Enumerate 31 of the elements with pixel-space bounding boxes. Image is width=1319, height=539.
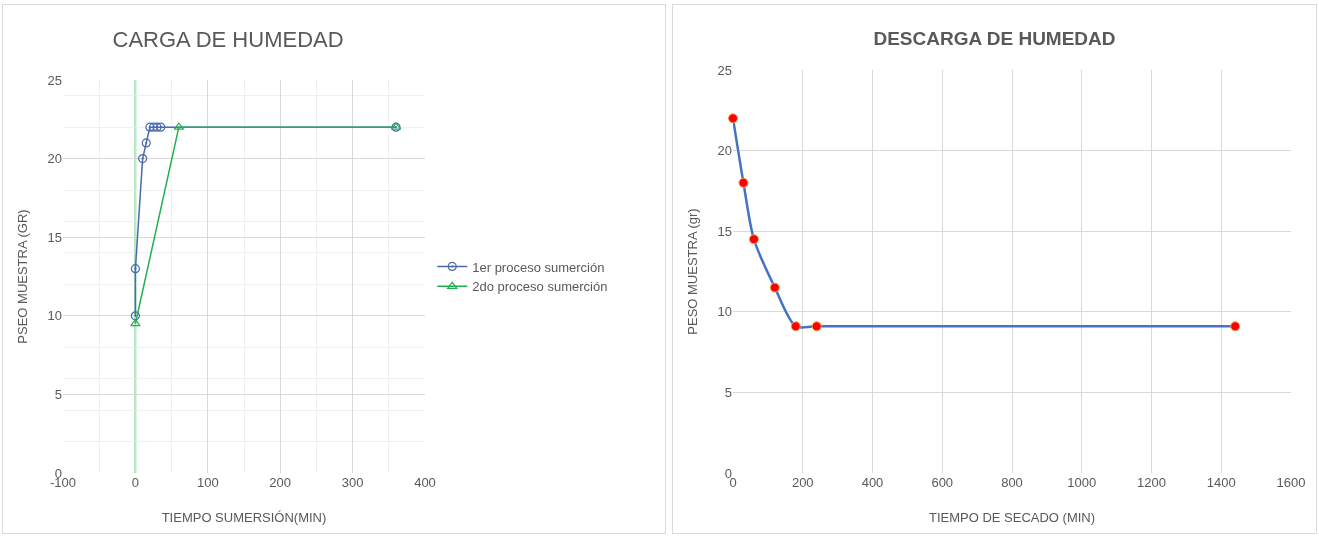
y-tick-label: 5	[724, 384, 732, 400]
x-tick-label: 1200	[1137, 475, 1166, 490]
y-tick-label: 25	[47, 72, 62, 88]
y-axis-title: PESO MUESTRA (gr)	[685, 208, 700, 335]
x-tick-label: 400	[861, 475, 884, 490]
x-tick-label: 0	[131, 475, 140, 490]
y-tick-label: 25	[717, 62, 732, 78]
y-tick-label: 20	[47, 151, 62, 167]
y-tick-label: 5	[54, 386, 62, 402]
x-tick-label: 100	[196, 475, 219, 490]
legend-label: 2do proceso sumerción	[472, 279, 608, 295]
x-tick-label: 200	[791, 475, 814, 490]
x-tick-label: 200	[269, 475, 292, 490]
x-axis-title: TIEMPO SUMERSIÓN(MIN)	[161, 510, 327, 525]
chart-title: DESCARGA DE HUMEDAD	[873, 27, 1116, 49]
x-axis-title: TIEMPO DE SECADO (MIN)	[928, 510, 1096, 525]
x-tick-label: 1000	[1067, 475, 1097, 490]
x-tick-label: 1600	[1276, 475, 1306, 490]
y-tick-label: 10	[717, 304, 732, 320]
y-tick-label: 10	[47, 308, 62, 324]
y-tick-label: 20	[717, 143, 732, 159]
x-tick-label: 1400	[1206, 475, 1236, 490]
y-axis-title: PSEO MUESTRA (GR)	[15, 209, 30, 344]
y-tick-label: 15	[717, 223, 732, 239]
chart-title: CARGA DE HUMEDAD	[112, 26, 344, 52]
x-tick-label: 600	[931, 475, 954, 490]
x-tick-label: 400	[414, 475, 436, 490]
y-tick-label: 15	[47, 229, 62, 245]
x-tick-label: 800	[1001, 475, 1023, 490]
legend-label: 1er proceso sumerción	[472, 259, 605, 275]
x-tick-label: 300	[341, 475, 364, 490]
